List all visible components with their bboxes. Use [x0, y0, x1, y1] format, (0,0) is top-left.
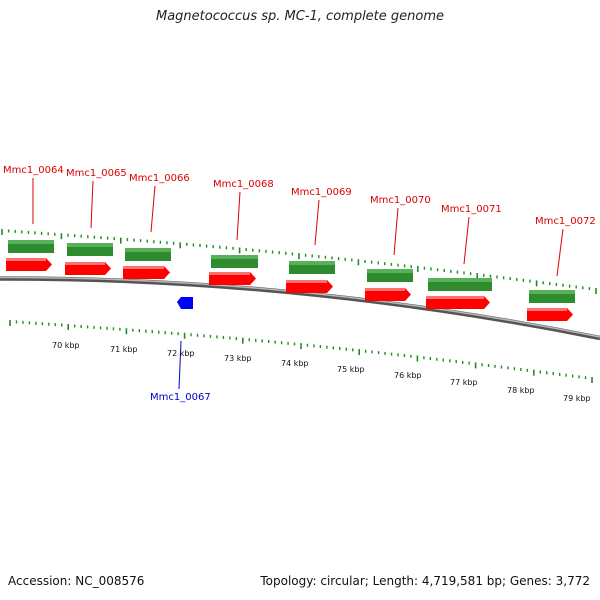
gene-label-leader [90, 180, 94, 229]
cds-bar-highlight [211, 255, 258, 259]
gene-arrow[interactable] [6, 258, 52, 271]
backbone-line [0, 276, 600, 341]
gene-label[interactable]: Mmc1_0068 [213, 179, 274, 190]
gene-arrow-highlight [6, 258, 46, 261]
scale-label: 71 kbp [110, 345, 138, 354]
scale-label: 72 kbp [167, 349, 195, 358]
cds-bar-highlight [67, 243, 113, 247]
gene-label[interactable]: Mmc1_0069 [291, 187, 352, 198]
gene-label-leader [178, 340, 182, 390]
gene-label[interactable]: Mmc1_0070 [370, 195, 431, 206]
gene-arrow-highlight [426, 296, 484, 299]
gene-label[interactable]: Mmc1_0067 [150, 392, 211, 403]
gene-arrow-highlight [365, 288, 405, 291]
map-title: Magnetococcus sp. MC-1, complete genome [155, 9, 445, 24]
accession-label: Accession: NC_008576 [8, 574, 145, 588]
gene-label[interactable]: Mmc1_0065 [66, 168, 127, 179]
gene-label-leader [150, 185, 156, 233]
gene-arrow[interactable] [209, 272, 256, 285]
gene-arrow-highlight [286, 280, 327, 283]
gene-arrow[interactable] [123, 266, 170, 279]
cds-bar-highlight [125, 248, 171, 252]
gene-label-leader [236, 191, 241, 241]
reverse-gene-track: Mmc1_0067 [150, 297, 211, 403]
gene-arrow[interactable] [365, 288, 411, 301]
scale-label: 75 kbp [337, 365, 365, 374]
gene-arrow[interactable] [65, 262, 111, 275]
cds-bar-highlight [289, 261, 335, 265]
gene-label-leader [314, 199, 320, 246]
lower-tick-track [9, 320, 593, 383]
gene-label-leader [393, 207, 399, 256]
gene-arrow-highlight [65, 262, 105, 265]
cds-bar-highlight [367, 269, 413, 273]
scale-label: 77 kbp [450, 378, 478, 387]
scale-label-track: 70 kbp 71 kbp 72 kbp 73 kbp 74 kbp 75 kbp 76 k… [52, 341, 591, 403]
cds-bar-highlight [8, 240, 54, 244]
gene-label[interactable]: Mmc1_0064 [3, 165, 64, 176]
gene-label[interactable]: Mmc1_0072 [535, 216, 596, 227]
gene-label-leader [556, 228, 564, 277]
gene-label-track: Mmc1_0064 Mmc1_0065 Mmc1_0066 Mmc1_0068 Mmc1… [3, 165, 596, 277]
gene-arrow-highlight [209, 272, 250, 275]
gene-arrow-highlight [527, 308, 567, 311]
scale-label: 78 kbp [507, 386, 535, 395]
scale-label: 73 kbp [224, 354, 252, 363]
scale-label: 74 kbp [281, 359, 309, 368]
cds-bar-highlight [428, 278, 492, 282]
reverse-gene-arrow[interactable] [177, 297, 193, 309]
gene-label-leader [463, 216, 470, 265]
gene-label[interactable]: Mmc1_0066 [129, 173, 190, 184]
scale-label: 79 kbp [563, 394, 591, 403]
cds-bar-highlight [529, 290, 575, 294]
scale-label: 70 kbp [52, 341, 80, 350]
gene-track [6, 258, 573, 321]
gene-arrow[interactable] [426, 296, 490, 309]
scale-label: 76 kbp [394, 371, 422, 380]
gene-arrow[interactable] [527, 308, 573, 321]
cds-track [8, 240, 575, 303]
gene-arrow[interactable] [286, 280, 333, 293]
gene-arrow-highlight [123, 266, 164, 269]
gene-label[interactable]: Mmc1_0071 [441, 204, 502, 215]
genome-summary: Topology: circular; Length: 4,719,581 bp… [260, 574, 590, 588]
